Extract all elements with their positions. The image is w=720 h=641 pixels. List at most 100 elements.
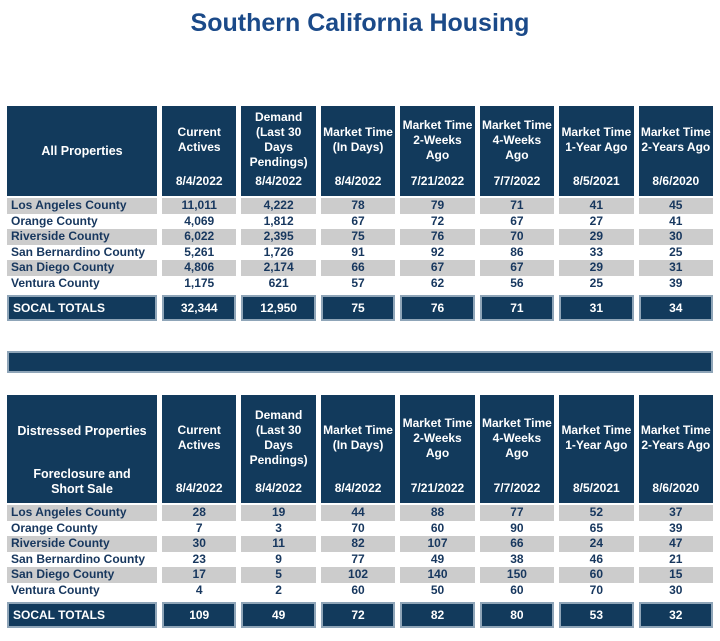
row-value: 1,175 xyxy=(184,275,215,290)
row-value: 102 xyxy=(320,567,396,583)
column-label: Market Time 2-Years Ago xyxy=(640,125,711,154)
table-row: Ventura County 1,175 621 57 62 56 25 39 xyxy=(7,276,713,292)
table-subtitle: Foreclosure and Short Sale xyxy=(33,466,131,497)
table-row: Ventura County 4 2 60 50 60 70 30 xyxy=(7,583,713,599)
row-name: San Diego County xyxy=(7,260,157,276)
table-row: Orange County 7 3 70 60 90 65 39 xyxy=(7,521,713,537)
column-header: Market Time 1-Year Ago 8/5/2021 xyxy=(559,106,634,196)
total-value: 12,950 xyxy=(241,295,316,321)
row-value: 77 xyxy=(479,505,555,521)
column-date: 7/7/2022 xyxy=(493,481,541,495)
distressed-body: Los Angeles County 28 19 44 88 77 52 37 Orange C… xyxy=(7,505,713,598)
row-value: 29 xyxy=(559,260,634,276)
table-row: Los Angeles County 28 19 44 88 77 52 37 xyxy=(7,505,713,521)
totals-label: SOCAL TOTALS xyxy=(7,295,157,321)
row-value: 15 xyxy=(638,567,713,583)
total-value: 49 xyxy=(241,602,316,628)
row-value: 60 xyxy=(430,520,445,535)
row-value: 41 xyxy=(669,213,683,228)
row-value: 140 xyxy=(400,567,475,583)
column-header: Current Actives 8/4/2022 xyxy=(162,106,237,196)
column-header: Demand (Last 30 Days Pendings) 8/4/2022 xyxy=(241,395,316,503)
row-value: 67 xyxy=(351,213,365,228)
row-name: Los Angeles County xyxy=(7,198,157,214)
column-label: Market Time 2-Weeks Ago xyxy=(402,415,473,460)
column-date: 7/21/2022 xyxy=(410,174,465,188)
row-value: 52 xyxy=(559,505,634,521)
distressed-title-cell: Distressed Properties Foreclosure and Sh… xyxy=(7,395,157,503)
row-value: 25 xyxy=(589,275,604,290)
row-value: 29 xyxy=(559,229,634,245)
row-value: 50 xyxy=(430,582,445,597)
table-row: Orange County 4,069 1,812 67 72 67 27 41 xyxy=(7,214,713,230)
column-date: 8/4/2022 xyxy=(175,481,223,495)
table-row: San Diego County 4,806 2,174 66 67 67 29 31 xyxy=(7,260,713,276)
column-header: Demand (Last 30 Days Pendings) 8/4/2022 xyxy=(241,106,316,196)
row-name: Riverside County xyxy=(7,536,157,552)
row-value: 150 xyxy=(479,567,555,583)
table-row: San Bernardino County 23 9 77 49 38 46 21 xyxy=(7,552,713,568)
row-value: 3 xyxy=(275,520,282,535)
total-value: 72 xyxy=(320,602,396,628)
column-label: Demand (Last 30 Days Pendings) xyxy=(249,408,308,467)
column-date: 8/4/2022 xyxy=(334,174,382,188)
row-value: 2,395 xyxy=(241,229,316,245)
all-properties-title-cell: All Properties xyxy=(7,106,157,196)
row-value: 7 xyxy=(195,520,203,535)
row-value: 39 xyxy=(669,275,683,290)
row-value: 1,812 xyxy=(263,213,294,228)
distressed-header-row: Distressed Properties Foreclosure and Sh… xyxy=(7,395,713,503)
row-value: 60 xyxy=(559,567,634,583)
distressed-properties-table: Distressed Properties Foreclosure and Sh… xyxy=(7,395,713,628)
column-date: 8/4/2022 xyxy=(255,174,302,188)
separator-bar xyxy=(7,351,713,373)
all-properties-table: All Properties Current Actives 8/4/2022 De… xyxy=(7,106,713,321)
total-value: 80 xyxy=(479,602,555,628)
row-value: 67 xyxy=(479,260,555,276)
row-value: 60 xyxy=(510,582,524,597)
row-value: 28 xyxy=(162,505,237,521)
column-date: 8/6/2020 xyxy=(652,174,700,188)
table-title: All Properties xyxy=(41,144,123,158)
total-value: 32 xyxy=(638,602,713,628)
total-value: 31 xyxy=(559,295,634,321)
row-value: 70 xyxy=(589,582,604,597)
row-value: 17 xyxy=(162,567,237,583)
column-header: Market Time 2-Years Ago 8/6/2020 xyxy=(638,106,713,196)
row-value: 4 xyxy=(195,582,203,597)
row-name: Orange County xyxy=(11,520,98,535)
column-label: Market Time 2-Weeks Ago xyxy=(402,117,473,162)
table-row: San Diego County 17 5 102 140 150 60 15 xyxy=(7,567,713,583)
row-value: 41 xyxy=(559,198,634,214)
row-value: 91 xyxy=(351,244,365,259)
row-value: 57 xyxy=(351,275,365,290)
row-value: 45 xyxy=(638,198,713,214)
row-value: 70 xyxy=(351,520,365,535)
distressed-totals-row: SOCAL TOTALS 109 49 72 82 80 53 32 xyxy=(7,602,713,628)
column-label: Market Time (In Days) xyxy=(323,423,393,452)
column-header: Market Time (In Days) 8/4/2022 xyxy=(320,395,396,503)
column-header: Market Time 2-Years Ago 8/6/2020 xyxy=(638,395,713,503)
column-date: 8/4/2022 xyxy=(334,481,382,495)
row-value: 47 xyxy=(638,536,713,552)
total-value: 76 xyxy=(400,295,475,321)
row-value: 2,174 xyxy=(241,260,316,276)
column-date: 8/6/2020 xyxy=(652,481,700,495)
row-value: 9 xyxy=(275,551,282,566)
column-header: Market Time 2-Weeks Ago 7/21/2022 xyxy=(400,106,475,196)
row-value: 75 xyxy=(320,229,396,245)
column-label: Market Time 1-Year Ago xyxy=(561,423,632,452)
row-value: 70 xyxy=(479,229,555,245)
column-date: 8/5/2021 xyxy=(572,174,620,188)
all-properties-body: Los Angeles County 11,011 4,222 78 79 71 41 45 O… xyxy=(7,198,713,291)
column-header: Market Time 4-Weeks Ago 7/7/2022 xyxy=(479,106,555,196)
total-value: 75 xyxy=(320,295,396,321)
row-value: 30 xyxy=(669,582,683,597)
row-value: 5,261 xyxy=(184,244,215,259)
row-value: 79 xyxy=(400,198,475,214)
all-properties-header-row: All Properties Current Actives 8/4/2022 De… xyxy=(7,106,713,196)
row-value: 37 xyxy=(638,505,713,521)
row-value: 4,222 xyxy=(241,198,316,214)
row-value: 66 xyxy=(320,260,396,276)
row-value: 30 xyxy=(162,536,237,552)
